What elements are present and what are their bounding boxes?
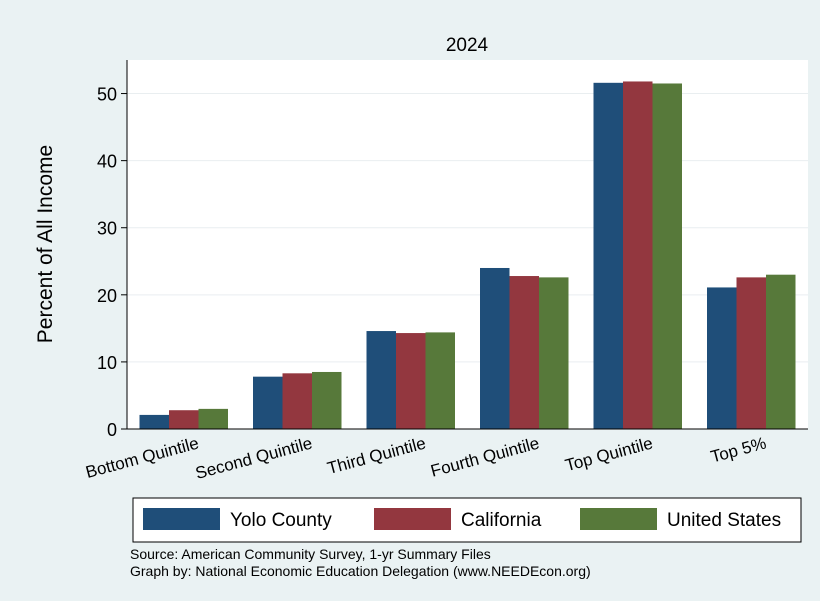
source-note: Source: American Community Survey, 1-yr … [130,546,591,580]
y-tick-label: 40 [97,152,117,172]
source-line: Source: American Community Survey, 1-yr … [130,546,491,562]
y-tick-label: 50 [97,85,117,105]
bar [593,82,623,429]
bar [509,276,539,429]
legend-swatch [374,508,451,530]
bar [396,333,426,429]
y-tick-label: 10 [97,353,117,373]
legend-label: California [461,510,542,531]
bar [282,373,312,429]
bar [139,414,169,429]
bar [366,331,396,429]
plot-area [127,60,808,429]
bar [652,83,682,430]
chart-title: 2024 [446,35,489,56]
bar [425,332,455,429]
y-axis-label: Percent of All Income [34,145,57,343]
credit-line: Graph by: National Economic Education De… [130,563,591,579]
bar [736,277,766,429]
bar [539,277,569,429]
y-tick-label: 30 [97,219,117,239]
y-tick-label: 20 [97,286,117,306]
bar [253,376,283,429]
bar [707,287,737,429]
legend-swatch [580,508,657,530]
legend-label: United States [667,510,781,531]
bar [312,371,342,429]
legend-swatch [143,508,220,530]
legend-label: Yolo County [230,510,332,531]
bar [623,81,653,430]
bar [198,408,228,429]
bar [480,267,510,429]
bar [169,410,199,429]
bar [766,274,796,429]
legend-box [132,497,802,543]
y-tick-label: 0 [107,420,117,440]
